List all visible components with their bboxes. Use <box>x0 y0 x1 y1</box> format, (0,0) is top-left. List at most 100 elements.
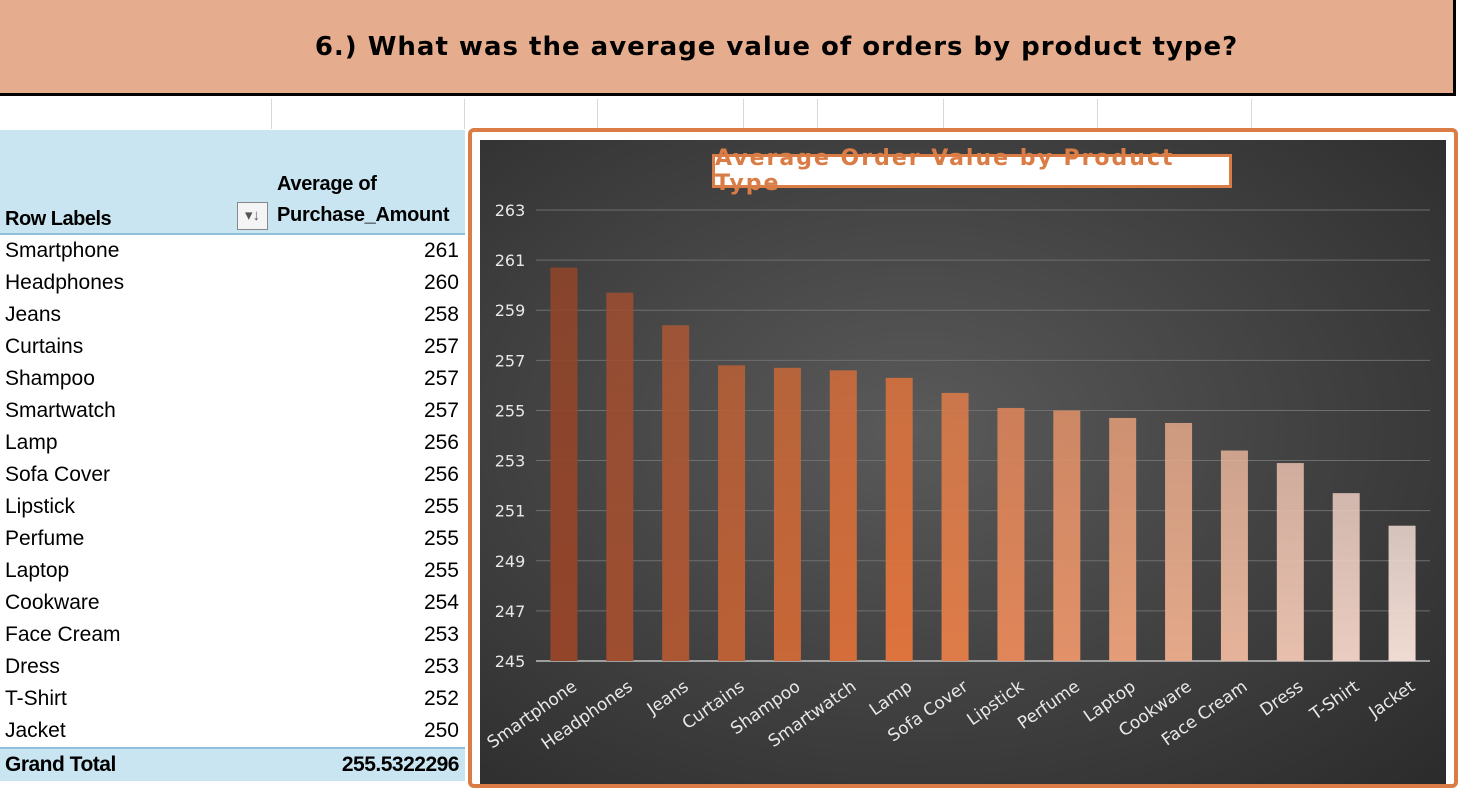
grand-total-label: Grand Total <box>5 753 116 776</box>
grand-total-value: 255.5322296 <box>341 753 460 776</box>
pivot-row[interactable]: Lipstick 255 <box>0 491 465 523</box>
filter-dropdown-button[interactable]: ▾↓ <box>237 202 268 230</box>
pivot-row-label: Lipstick <box>5 495 76 518</box>
pivot-row-value: 260 <box>423 271 459 294</box>
pivot-row[interactable]: Dress 253 <box>0 651 465 683</box>
y-tick-label: 257 <box>495 351 526 370</box>
pivot-row[interactable]: Laptop 255 <box>0 555 465 587</box>
x-tick-label: Perfume <box>1014 677 1084 734</box>
pivot-row-label: Curtains <box>5 335 84 358</box>
pivot-row-value: 256 <box>423 431 459 454</box>
pivot-row-label: Smartphone <box>5 239 120 262</box>
cell-gridline <box>1097 99 1098 129</box>
pivot-row-label: Dress <box>5 655 60 678</box>
x-tick-label: Jacket <box>1365 677 1419 723</box>
chart-title[interactable]: Average Order Value by Product Type <box>712 146 1232 196</box>
y-tick-label: 253 <box>495 452 526 471</box>
pivot-row-value: 253 <box>423 623 459 646</box>
pivot-row[interactable]: Smartwatch 257 <box>0 395 465 427</box>
pivot-row-value: 255 <box>423 495 459 518</box>
chart-container[interactable]: 245 247 249 251 253 255 257 259 261 263 Smartphone… <box>468 128 1458 788</box>
question-title: 6.) What was the average value of orders… <box>314 31 1239 62</box>
pivot-row-value: 254 <box>423 591 459 614</box>
bar-dress[interactable] <box>1276 463 1304 661</box>
pivot-row-value: 258 <box>423 303 459 326</box>
value-header-line1: Average of <box>277 173 377 195</box>
pivot-row-value: 255 <box>423 527 459 550</box>
row-labels-header[interactable]: Row Labels <box>5 208 112 230</box>
pivot-row-value: 256 <box>423 463 459 486</box>
pivot-row-label: Jeans <box>5 303 62 326</box>
bar-lamp[interactable] <box>885 377 913 661</box>
cell-gridline <box>817 99 818 129</box>
pivot-header: Row Labels ▾↓ Average of Purchase_Amount <box>0 130 465 235</box>
pivot-row[interactable]: Sofa Cover 256 <box>0 459 465 491</box>
question-banner: 6.) What was the average value of orders… <box>0 0 1456 96</box>
pivot-row-label: Headphones <box>5 271 125 294</box>
x-tick-label: Dress <box>1256 677 1307 721</box>
bar-laptop[interactable] <box>1109 417 1137 661</box>
cell-gridline <box>743 99 744 129</box>
x-tick-label: T-Shirt <box>1306 677 1364 726</box>
pivot-row[interactable]: Cookware 254 <box>0 587 465 619</box>
pivot-row[interactable]: Face Cream 253 <box>0 619 465 651</box>
pivot-row-label: Shampoo <box>5 367 95 390</box>
bar-sofa-cover[interactable] <box>941 392 969 661</box>
bar-curtains[interactable] <box>718 365 746 661</box>
y-tick-label: 247 <box>495 602 526 621</box>
bar-chart: 245247249251253255257259261263Smartphone… <box>484 201 1430 754</box>
chart-plot-background: 245 247 249 251 253 255 257 259 261 263 Smartphone… <box>480 140 1446 784</box>
pivot-row-label: Smartwatch <box>5 399 116 422</box>
pivot-row[interactable]: T-Shirt 252 <box>0 683 465 715</box>
pivot-row-label: Perfume <box>5 527 85 550</box>
value-header-line2: Purchase_Amount <box>277 204 450 226</box>
pivot-row-value: 252 <box>423 687 459 710</box>
cell-gridline <box>943 99 944 129</box>
pivot-row[interactable]: Curtains 257 <box>0 331 465 363</box>
pivot-row[interactable]: Shampoo 257 <box>0 363 465 395</box>
pivot-row[interactable]: Jeans 258 <box>0 299 465 331</box>
pivot-row[interactable]: Lamp 256 <box>0 427 465 459</box>
cell-gridline <box>271 99 272 129</box>
pivot-row[interactable]: Headphones 260 <box>0 267 465 299</box>
pivot-row-label: Sofa Cover <box>5 463 111 486</box>
y-tick-label: 251 <box>495 502 526 521</box>
bar-cookware[interactable] <box>1165 422 1193 661</box>
cell-gridline <box>464 99 465 129</box>
pivot-row-label: Lamp <box>5 431 58 454</box>
cell-gridline <box>1251 99 1252 129</box>
pivot-row-label: Cookware <box>5 591 100 614</box>
pivot-row-label: T-Shirt <box>5 687 67 710</box>
value-header: Average of Purchase_Amount <box>277 169 450 231</box>
pivot-row[interactable]: Perfume 255 <box>0 523 465 555</box>
bar-perfume[interactable] <box>1053 410 1081 661</box>
pivot-row-value: 253 <box>423 655 459 678</box>
pivot-row-value: 257 <box>423 399 459 422</box>
pivot-row[interactable]: Jacket 250 <box>0 715 465 747</box>
pivot-row-value: 257 <box>423 367 459 390</box>
pivot-table: Row Labels ▾↓ Average of Purchase_Amount… <box>0 130 465 781</box>
bar-jeans[interactable] <box>662 325 690 661</box>
pivot-rows: Smartphone 261 Headphones 260 Jeans 258 Curtai… <box>0 235 465 747</box>
y-tick-label: 263 <box>495 201 526 220</box>
y-tick-label: 245 <box>495 652 526 671</box>
bar-smartphone[interactable] <box>550 267 578 661</box>
bar-face-cream[interactable] <box>1220 450 1248 661</box>
bar-headphones[interactable] <box>606 292 634 661</box>
pivot-row-value: 255 <box>423 559 459 582</box>
pivot-row-label: Jacket <box>5 719 66 742</box>
bar-lipstick[interactable] <box>997 407 1025 661</box>
bar-t-shirt[interactable] <box>1332 493 1360 661</box>
y-tick-label: 259 <box>495 301 526 320</box>
pivot-row-value: 250 <box>423 719 459 742</box>
pivot-row-value: 261 <box>423 239 459 262</box>
bar-shampoo[interactable] <box>773 367 801 661</box>
bar-jacket[interactable] <box>1388 525 1416 661</box>
pivot-row-label: Laptop <box>5 559 70 582</box>
y-tick-label: 249 <box>495 552 526 571</box>
grand-total-row[interactable]: Grand Total 255.5322296 <box>0 747 465 781</box>
pivot-row[interactable]: Smartphone 261 <box>0 235 465 267</box>
y-tick-label: 255 <box>495 401 526 420</box>
pivot-row-value: 257 <box>423 335 459 358</box>
bar-smartwatch[interactable] <box>829 370 857 661</box>
